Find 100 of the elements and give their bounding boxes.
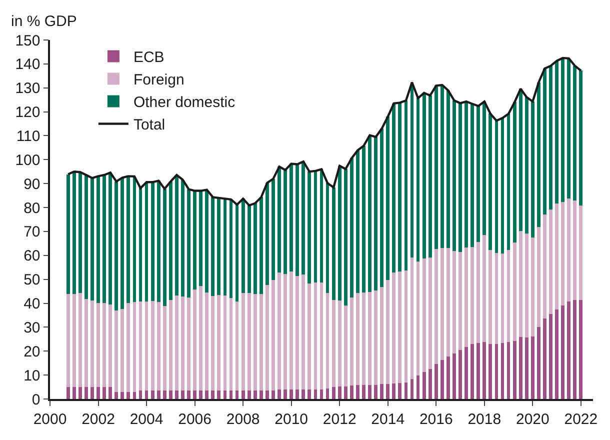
- bar: [253, 390, 257, 399]
- bar: [114, 181, 118, 310]
- bar: [332, 387, 336, 399]
- bar: [440, 248, 444, 360]
- bar: [156, 302, 160, 390]
- bar: [114, 392, 118, 399]
- x-tick-label: 2002: [82, 410, 115, 428]
- bar: [368, 292, 372, 385]
- bar: [549, 314, 552, 399]
- bar: [386, 384, 390, 399]
- bar: [458, 252, 462, 350]
- bar: [205, 292, 209, 390]
- bar: [217, 295, 221, 390]
- bar: [156, 180, 160, 302]
- bar: [446, 90, 450, 248]
- bar: [512, 102, 516, 243]
- bar: [72, 172, 76, 294]
- bar: [259, 197, 263, 294]
- bar: [567, 198, 571, 302]
- bar: [356, 293, 360, 385]
- bar: [440, 360, 444, 399]
- bar: [108, 172, 112, 304]
- bar: [168, 300, 172, 390]
- bar: [567, 302, 571, 399]
- bar: [96, 303, 100, 388]
- x-tick-label: 2020: [516, 410, 550, 428]
- bar: [573, 300, 577, 399]
- bar: [549, 66, 552, 210]
- bar: [543, 214, 546, 319]
- y-tick-label: 130: [15, 80, 40, 98]
- legend-label: ECB: [133, 49, 164, 66]
- bar: [308, 283, 312, 390]
- x-tick-label: 2014: [371, 410, 405, 428]
- bar: [470, 104, 474, 248]
- bar: [446, 248, 450, 357]
- bar: [108, 304, 112, 388]
- bar: [374, 290, 378, 385]
- bar: [573, 200, 577, 300]
- bar: [434, 249, 438, 364]
- bar: [217, 390, 221, 399]
- bar: [398, 102, 402, 272]
- bar: [102, 387, 106, 399]
- bar: [114, 310, 118, 392]
- bar: [266, 182, 269, 285]
- bar: [530, 336, 534, 399]
- y-tick-label: 70: [24, 224, 40, 241]
- bar: [488, 344, 492, 399]
- bar: [266, 390, 269, 399]
- y-tick-label: 40: [24, 296, 40, 313]
- bar: [428, 368, 432, 399]
- bar: [247, 205, 251, 293]
- legend-label: Foreign: [133, 72, 184, 89]
- bar: [530, 102, 534, 238]
- bar: [458, 103, 462, 252]
- bar: [555, 204, 558, 310]
- y-tick-label: 20: [24, 343, 40, 360]
- bar: [259, 294, 263, 390]
- bar: [266, 284, 269, 390]
- bar: [205, 190, 209, 292]
- bar: [290, 164, 294, 272]
- bar: [350, 385, 354, 399]
- bar: [470, 344, 474, 399]
- bar: [368, 135, 372, 292]
- bar: [561, 202, 565, 306]
- bar: [464, 248, 468, 347]
- legend-label: Total: [133, 116, 166, 134]
- bar: [181, 296, 184, 390]
- bar: [428, 258, 432, 369]
- bar: [156, 390, 160, 399]
- bar: [530, 238, 534, 336]
- bar: [199, 190, 203, 286]
- bar: [78, 387, 82, 399]
- bar: [573, 66, 577, 201]
- bar: [537, 82, 540, 228]
- x-tick-label: 2000: [33, 410, 67, 428]
- bar: [241, 198, 245, 293]
- bar: [278, 272, 281, 390]
- bar: [452, 250, 456, 354]
- bar: [488, 114, 492, 250]
- bar: [380, 287, 384, 384]
- bar: [187, 297, 190, 390]
- bar: [199, 390, 203, 399]
- bar: [302, 162, 306, 275]
- bar: [120, 308, 124, 392]
- bar: [561, 306, 565, 399]
- y-axis-title: in % GDP: [11, 13, 77, 30]
- x-tick-label: 2012: [322, 410, 356, 428]
- bar: [211, 390, 215, 399]
- bar: [386, 116, 390, 280]
- bar: [368, 384, 372, 399]
- bar: [290, 271, 294, 390]
- bar: [392, 103, 396, 273]
- bar: [380, 128, 384, 288]
- bar: [434, 86, 438, 250]
- y-tick-label: 10: [24, 367, 40, 384]
- bar: [476, 242, 480, 343]
- bar: [452, 353, 456, 399]
- bar: [181, 390, 184, 399]
- bar: [344, 305, 348, 387]
- bar: [193, 390, 196, 399]
